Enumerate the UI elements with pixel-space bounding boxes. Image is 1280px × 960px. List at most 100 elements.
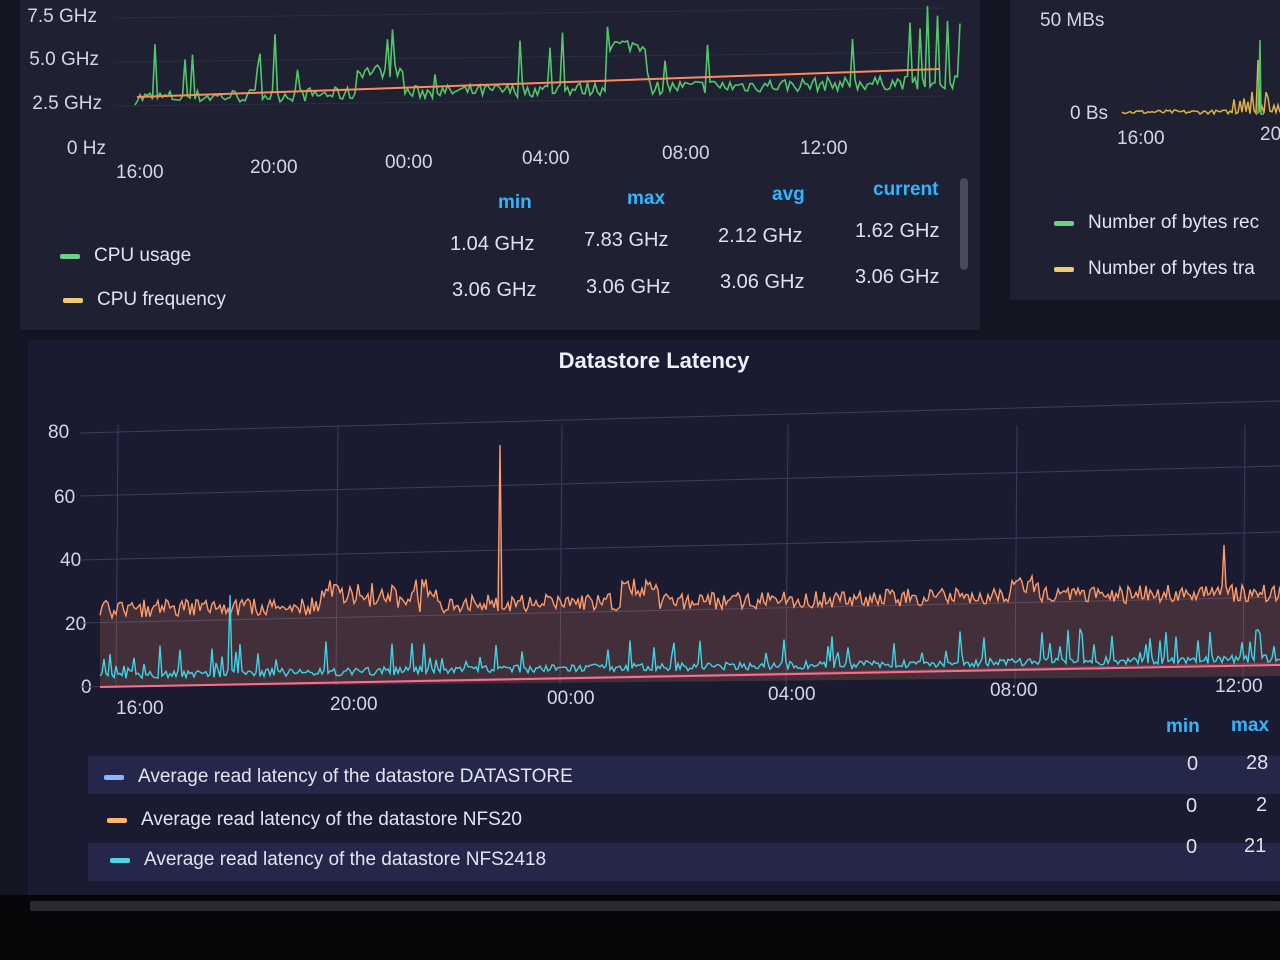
cpu-freq-max: 3.06 GHz: [586, 276, 671, 298]
column-header-max[interactable]: max: [1231, 715, 1270, 736]
column-header-avg[interactable]: avg: [772, 184, 805, 205]
cpu-x-tick: 04:00: [522, 148, 570, 169]
nfs20-line: [99, 444, 1280, 621]
latency-y-tick: 40: [60, 550, 82, 571]
grid-line: [114, 51, 946, 63]
legend-item-datastore[interactable]: Average read latency of the datastore DA…: [104, 766, 573, 788]
latency-x-tick: 12:00: [1215, 676, 1263, 697]
cpu-x-tick: 12:00: [800, 138, 848, 159]
legend-scrollbar[interactable]: [960, 178, 968, 270]
grid-line: [559, 424, 563, 686]
column-header-current[interactable]: current: [873, 179, 939, 200]
nfs2418-min: 0: [1186, 836, 1198, 858]
latency-x-tick: 08:00: [990, 680, 1038, 701]
cpu-x-tick: 08:00: [662, 143, 710, 164]
cpu-y-tick: 5.0 GHz: [29, 49, 99, 70]
series-swatch: [104, 774, 124, 780]
latency-x-tick: 00:00: [547, 688, 595, 709]
monitor-screen: 7.5 GHz 5.0 GHz 2.5 GHz 0 Hz 16:00 20:00…: [20, 0, 1280, 895]
grid-line: [1242, 424, 1246, 686]
grid-line: [114, 95, 946, 107]
latency-y-tick: 20: [65, 614, 87, 635]
cpu-y-tick: 2.5 GHz: [32, 93, 102, 114]
latency-chart: [79, 400, 1280, 688]
cpu-frequency-line: [136, 68, 941, 98]
nfs20-min: 0: [1186, 795, 1198, 817]
cpu-x-tick: 20:00: [250, 157, 298, 178]
datastore-max: 28: [1246, 752, 1269, 774]
latency-x-tick: 16:00: [116, 698, 164, 719]
bezel-edge: [30, 901, 1280, 911]
latency-x-tick: 04:00: [768, 684, 816, 705]
cpu-y-tick: 0 Hz: [66, 138, 106, 159]
baseline: [99, 664, 1280, 688]
net-y-tick: 50 MBs: [1040, 10, 1105, 31]
cpu-usage-line: [134, 5, 961, 106]
series-swatch: [1054, 220, 1074, 226]
bytes-received-line: [1257, 39, 1264, 115]
cpu-freq-current: 3.06 GHz: [855, 266, 940, 288]
column-header-min[interactable]: min: [1166, 716, 1200, 737]
net-x-tick: 16:00: [1117, 128, 1165, 149]
cpu-y-tick: 7.5 GHz: [27, 6, 97, 27]
cpu-freq-min: 3.06 GHz: [452, 279, 537, 301]
legend-item-cpu-frequency[interactable]: CPU frequency: [63, 289, 226, 311]
cpu-chart: [114, 5, 961, 107]
grid-line: [79, 400, 1280, 434]
monitor-bezel: [0, 895, 1280, 960]
legend-label: Average read latency of the datastore DA…: [138, 766, 573, 787]
column-header-min[interactable]: min: [498, 192, 532, 213]
cpu-usage-max: 7.83 GHz: [584, 229, 669, 251]
cpu-usage-min: 1.04 GHz: [450, 233, 535, 255]
grid-line: [79, 531, 1280, 561]
legend-item-bytes-transmitted[interactable]: Number of bytes tra: [1054, 258, 1255, 280]
datastore-min: 0: [1187, 753, 1199, 775]
cpu-x-tick: 16:00: [116, 162, 164, 183]
network-panel: 50 MBs 0 Bs 16:00 20 Number of bytes rec…: [1010, 0, 1280, 300]
nfs2418-line: [99, 594, 1280, 680]
net-x-tick: 20: [1260, 124, 1280, 145]
legend-row-background: [88, 756, 1280, 794]
grid-line: [79, 596, 1280, 624]
grid-line: [115, 424, 119, 686]
legend-label: CPU frequency: [97, 289, 226, 310]
nfs20-max: 2: [1256, 794, 1268, 816]
legend-row-background: [88, 843, 1280, 881]
legend-item-nfs20[interactable]: Average read latency of the datastore NF…: [107, 809, 522, 831]
grid-line: [114, 7, 946, 19]
legend-label: CPU usage: [94, 245, 192, 266]
latency-x-tick: 20:00: [330, 694, 378, 715]
latency-y-tick: 0: [81, 677, 92, 698]
series-swatch: [63, 297, 83, 303]
cpu-x-tick: 00:00: [385, 152, 433, 173]
grid-line: [335, 424, 339, 686]
grid-line: [785, 424, 789, 686]
legend-label: Average read latency of the datastore NF…: [144, 849, 547, 870]
cpu-usage-current: 1.62 GHz: [855, 220, 940, 242]
legend-item-bytes-received[interactable]: Number of bytes rec: [1054, 212, 1259, 234]
legend-label: Average read latency of the datastore NF…: [141, 809, 522, 830]
legend-label: Number of bytes tra: [1088, 258, 1255, 279]
bytes-transmitted-line: [1121, 59, 1280, 116]
cpu-freq-avg: 3.06 GHz: [720, 271, 805, 293]
legend-item-nfs2418[interactable]: Average read latency of the datastore NF…: [110, 849, 546, 871]
grid-line: [79, 465, 1280, 497]
net-y-tick: 0 Bs: [1070, 103, 1109, 124]
column-header-max[interactable]: max: [627, 188, 666, 209]
latency-y-tick: 60: [54, 487, 76, 508]
cpu-usage-avg: 2.12 GHz: [718, 225, 803, 247]
panel-title[interactable]: Datastore Latency: [558, 348, 750, 373]
series-swatch: [107, 817, 127, 823]
latency-y-tick: 80: [48, 422, 70, 443]
series-swatch: [1054, 266, 1074, 272]
legend-label: Number of bytes rec: [1088, 212, 1260, 233]
nfs2418-max: 21: [1244, 835, 1267, 857]
nfs20-area: [100, 445, 1280, 687]
grid-line: [1014, 424, 1018, 686]
datastore-latency-panel: Datastore Latency 80 60 40 20 0 16:00 20…: [28, 340, 1280, 895]
series-swatch: [60, 253, 80, 259]
network-chart: [1121, 39, 1280, 116]
legend-item-cpu-usage[interactable]: CPU usage: [60, 245, 191, 267]
cpu-panel: 7.5 GHz 5.0 GHz 2.5 GHz 0 Hz 16:00 20:00…: [20, 0, 980, 330]
series-swatch: [110, 857, 130, 863]
